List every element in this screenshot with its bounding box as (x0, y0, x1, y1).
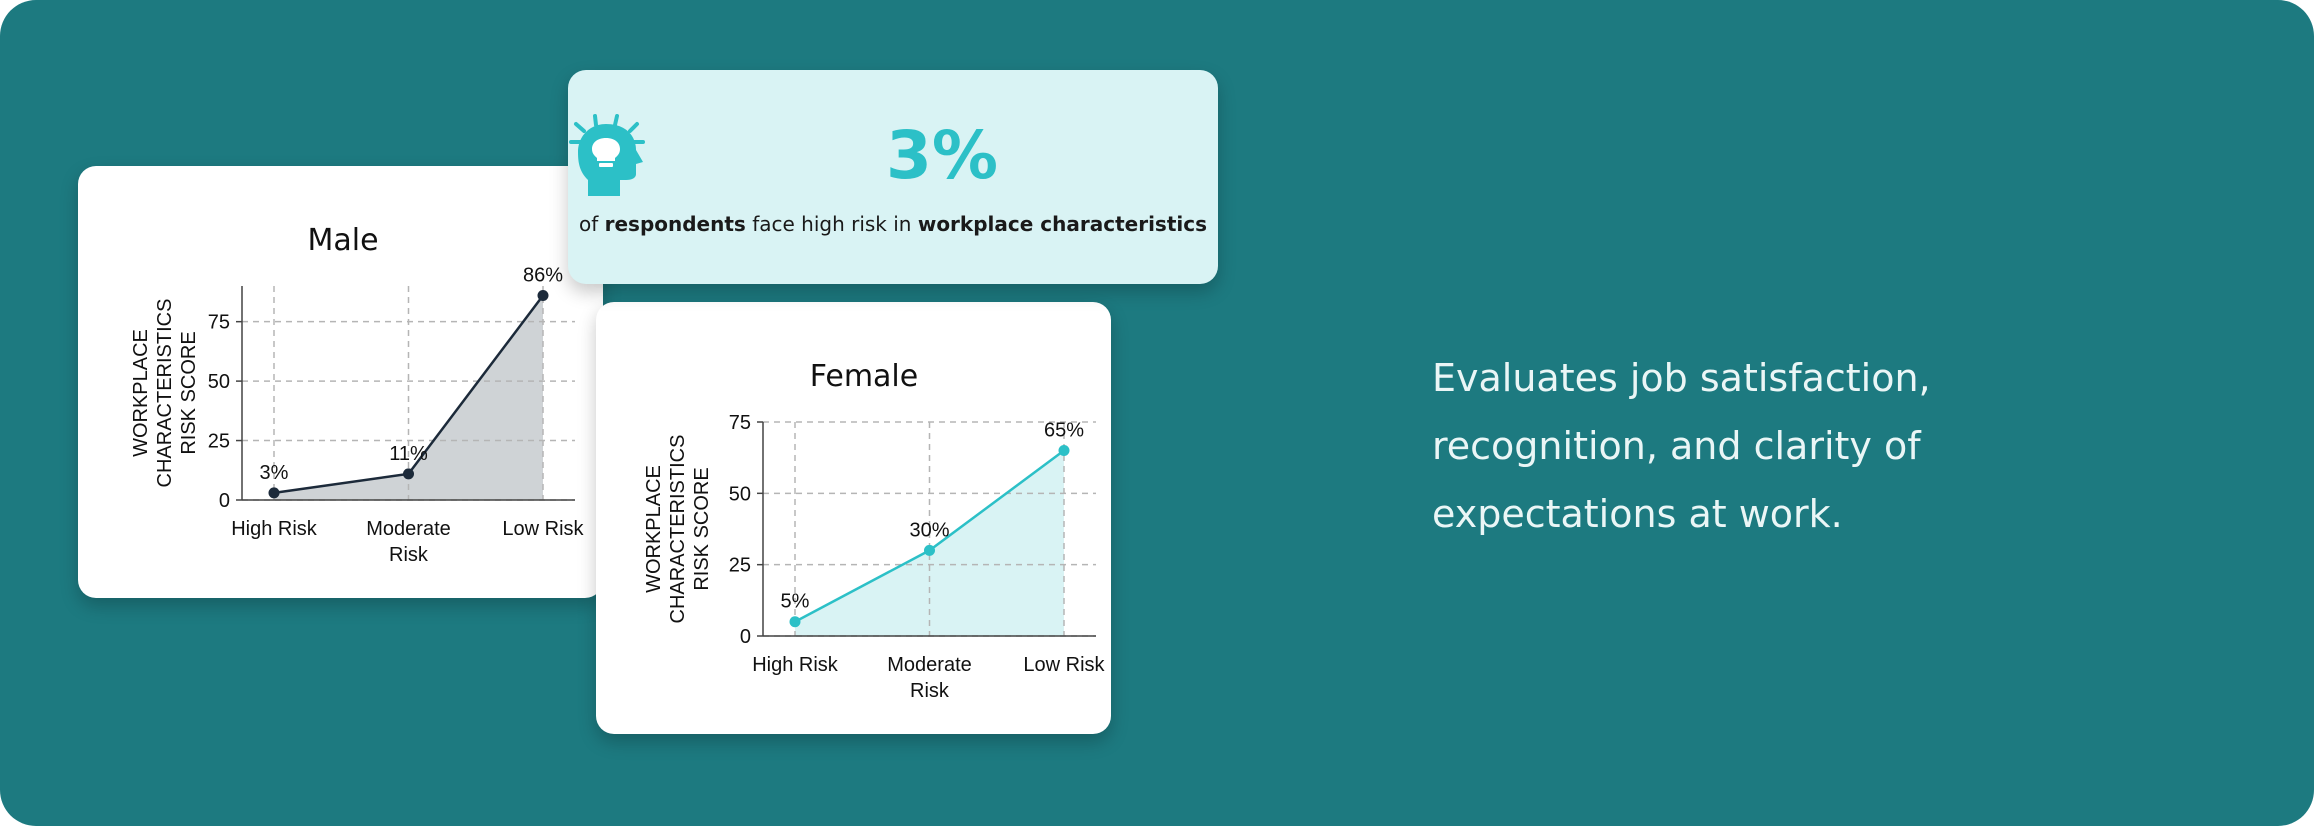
male-ytick-label-75: 75 (208, 312, 230, 334)
female-data-label-0: 5% (781, 591, 810, 613)
stat-row: 3% (568, 114, 1218, 244)
male-y-axis-label: WORKPLACE CHARACTERISTICS RISK SCORE (130, 299, 200, 488)
male-data-label-2: 86% (523, 265, 563, 287)
male-chart-card: Male 0 25 50 75 High Risk Moderate Risk Low Risk… (78, 166, 603, 598)
female-y-axis-label: WORKPLACE CHARACTERISTICS RISK SCORE (643, 435, 713, 624)
caption-bold-respondents: respondents (604, 212, 746, 236)
female-xtick-label-0-0: High Risk (752, 654, 839, 676)
male-y-axis-label-line-2: RISK SCORE (178, 331, 200, 454)
female-chart-title: Female (810, 359, 918, 394)
description-line-2: recognition, and clarity of (1432, 424, 1921, 468)
female-chart-card: Female 0 25 50 75 High Risk Moderate Risk Low Ri… (596, 302, 1111, 734)
female-ytick-label-25: 25 (729, 555, 751, 577)
male-y-axis-label-line-1: CHARACTERISTICS (154, 299, 176, 488)
female-y-axis-label-line-1: CHARACTERISTICS (667, 435, 689, 624)
male-chart-title: Male (307, 223, 378, 258)
male-xtick-label-1-0: Moderate (366, 518, 451, 540)
male-xtick-label-0-0: High Risk (231, 518, 318, 540)
male-xtick-label-1-1: Risk (389, 544, 429, 566)
caption-mid: face high risk in (752, 212, 912, 236)
caption-pre: of (578, 212, 599, 236)
stat-card: 3% of respondents face high risk in work… (568, 70, 1218, 284)
female-ytick-label-75: 75 (729, 412, 751, 434)
male-point-2 (537, 290, 549, 302)
male-area (274, 295, 543, 500)
male-point-1 (403, 468, 414, 480)
female-ytick-label-50: 50 (729, 483, 751, 505)
female-area (795, 450, 1064, 636)
male-ytick-label-25: 25 (208, 431, 230, 453)
female-ytick-label-0: 0 (740, 626, 751, 648)
description-line-3: expectations at work. (1432, 492, 1843, 536)
stat-caption: of respondents face high risk in workpla… (568, 212, 1218, 236)
female-y-axis-label-line-0: WORKPLACE (643, 465, 665, 593)
female-point-2 (1058, 445, 1070, 457)
idea-head-icon (569, 114, 645, 196)
male-data-label-0: 3% (260, 462, 289, 484)
stat-value: 3% (886, 117, 999, 194)
female-point-1 (924, 544, 935, 556)
female-data-label-2: 65% (1044, 420, 1084, 442)
female-xtick-label-2-0: Low Risk (1023, 654, 1105, 676)
female-point-0 (789, 616, 801, 628)
male-y-axis-label-line-0: WORKPLACE (130, 329, 152, 457)
description-line-1: Evaluates job satisfaction, (1432, 356, 1931, 400)
male-ytick-label-0: 0 (219, 490, 230, 512)
male-xtick-label-2-0: Low Risk (502, 518, 584, 540)
female-chart: Female 0 25 50 75 High Risk Moderate Risk Low Ri… (643, 359, 1106, 702)
female-data-label-1: 30% (909, 519, 949, 541)
female-xtick-label-1-0: Moderate (887, 654, 972, 676)
male-point-0 (268, 487, 280, 499)
female-xtick-label-1-1: Risk (910, 680, 950, 702)
male-chart: Male 0 25 50 75 High Risk Moderate Risk Low Risk… (130, 223, 585, 566)
male-ytick-label-50: 50 (208, 371, 230, 393)
female-y-axis-label-line-2: RISK SCORE (691, 467, 713, 590)
description: Evaluates job satisfaction, recognition,… (1432, 344, 2032, 548)
caption-bold-topic: workplace characteristics (917, 212, 1208, 236)
male-data-label-1: 11% (389, 443, 428, 465)
